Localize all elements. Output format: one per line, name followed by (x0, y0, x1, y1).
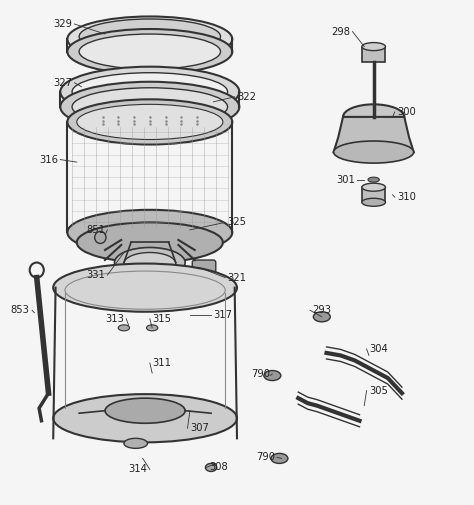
Text: 310: 310 (397, 192, 416, 203)
Text: 314: 314 (128, 465, 147, 475)
Ellipse shape (67, 17, 232, 62)
Ellipse shape (115, 247, 185, 278)
Text: 300: 300 (397, 107, 416, 117)
Ellipse shape (124, 252, 176, 275)
Ellipse shape (79, 19, 220, 54)
Text: 790: 790 (251, 369, 270, 379)
Ellipse shape (146, 325, 158, 331)
Text: 790: 790 (256, 452, 275, 463)
Text: 853: 853 (11, 305, 30, 315)
Text: 307: 307 (190, 423, 209, 433)
FancyBboxPatch shape (192, 260, 216, 273)
Text: 317: 317 (213, 310, 232, 320)
Text: 311: 311 (152, 358, 171, 368)
Ellipse shape (334, 141, 414, 163)
Ellipse shape (124, 438, 147, 448)
Ellipse shape (60, 67, 239, 117)
Ellipse shape (77, 222, 223, 263)
Ellipse shape (77, 105, 223, 139)
Ellipse shape (362, 42, 385, 50)
Ellipse shape (264, 371, 281, 381)
Text: 313: 313 (105, 314, 124, 324)
Ellipse shape (313, 312, 330, 322)
Text: 329: 329 (53, 19, 72, 29)
Ellipse shape (343, 105, 404, 129)
Text: 301: 301 (336, 175, 355, 185)
Text: 316: 316 (39, 155, 58, 165)
Text: 325: 325 (228, 217, 246, 227)
Ellipse shape (60, 82, 239, 132)
Ellipse shape (53, 264, 237, 312)
Bar (362, 187, 385, 203)
Ellipse shape (368, 177, 379, 182)
Text: 304: 304 (369, 344, 388, 354)
Ellipse shape (205, 464, 217, 472)
Text: 327: 327 (53, 78, 72, 88)
Ellipse shape (67, 99, 232, 144)
Ellipse shape (105, 398, 185, 423)
Ellipse shape (118, 325, 129, 331)
Ellipse shape (271, 453, 288, 464)
Ellipse shape (67, 210, 232, 255)
Ellipse shape (362, 198, 385, 207)
Bar (362, 46, 385, 62)
Text: 321: 321 (228, 273, 246, 283)
Ellipse shape (79, 34, 220, 69)
Ellipse shape (95, 231, 106, 243)
Ellipse shape (362, 183, 385, 191)
Text: 851: 851 (86, 225, 105, 235)
Ellipse shape (67, 29, 232, 74)
Text: 322: 322 (237, 92, 256, 102)
Polygon shape (334, 117, 414, 152)
Text: 308: 308 (209, 463, 228, 473)
Ellipse shape (53, 394, 237, 442)
Text: 331: 331 (86, 270, 105, 280)
Ellipse shape (72, 88, 228, 126)
Text: 305: 305 (369, 386, 388, 395)
Text: 293: 293 (312, 305, 331, 315)
Text: 315: 315 (152, 314, 171, 324)
Text: 298: 298 (331, 27, 350, 36)
Ellipse shape (72, 73, 228, 111)
